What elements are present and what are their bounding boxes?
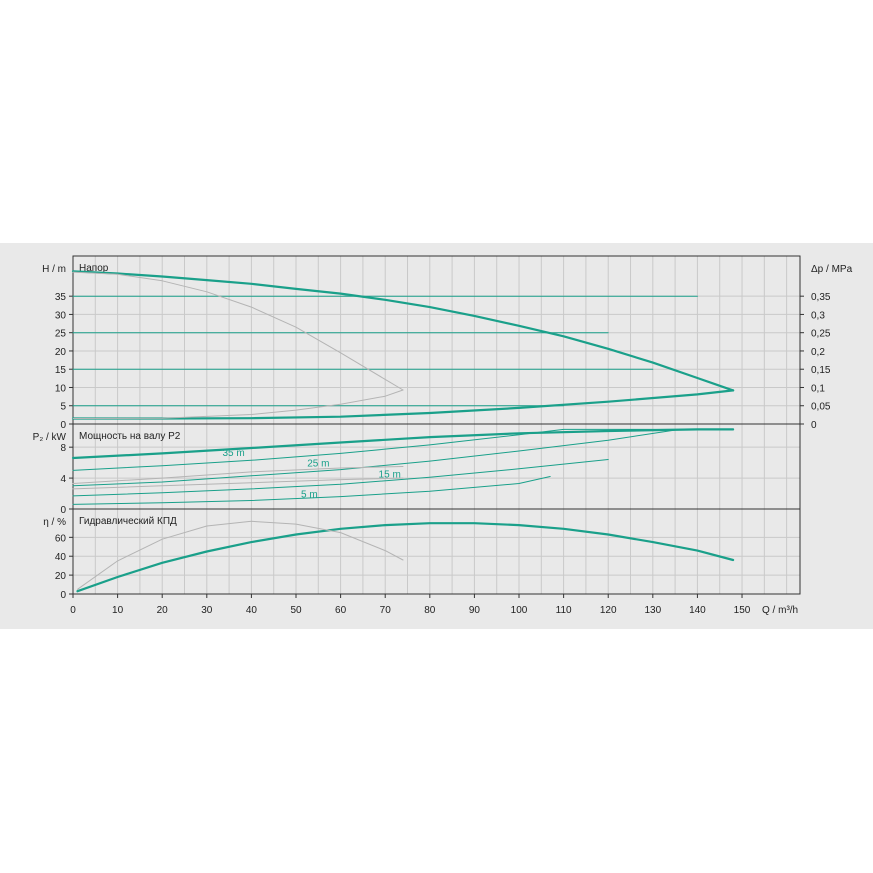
x-tick-label: 30 (201, 605, 213, 616)
x-tick-label: 80 (424, 605, 436, 616)
y-tick-label: 8 (60, 443, 66, 454)
x-tick-label: 40 (246, 605, 258, 616)
y-right-axis-label: Δp / MPa (811, 264, 853, 275)
curve-label: 35 m (222, 448, 244, 459)
y-tick-label: 30 (55, 310, 67, 321)
series-line-15m (72, 459, 609, 497)
x-tick-label: 60 (335, 605, 347, 616)
series-line-gray-lower (72, 389, 404, 419)
x-tick-label: 0 (70, 605, 76, 616)
x-tick-label: 50 (290, 605, 302, 616)
y-tick-label: 4 (60, 474, 66, 485)
y-tick-label: 35 (55, 292, 67, 303)
pump-performance-chart: 0 5 10 15 20 25 30 35 0 0,05 0,1 0,15 0,2 0,25 0,3 0,35… (33, 255, 853, 616)
y-right-tick-label: 0 (811, 420, 817, 431)
series-line-gray-lower (72, 477, 404, 490)
series-line-gray (77, 520, 404, 590)
y-tick-label: 0 (60, 420, 66, 431)
series-line-5m (72, 476, 551, 505)
y-right-tick-label: 0,2 (811, 347, 825, 358)
pump-curve-panel: 0 5 10 15 20 25 30 35 0 0,05 0,1 0,15 0,2 0,25 0,3 0,35… (0, 243, 873, 629)
curve-label: 25 m (307, 459, 329, 470)
y-tick-label: 0 (60, 505, 66, 516)
plot-frame (72, 508, 801, 595)
series-line-efficiency (76, 522, 735, 593)
curve-label: 5 m (301, 490, 318, 501)
y-axis-label: H / m (42, 264, 66, 275)
x-tick-label: 130 (644, 605, 661, 616)
y-right-tick-label: 0,15 (811, 365, 831, 376)
series-line-gray-upper (72, 271, 404, 391)
panel-title: Гидравлический КПД (79, 516, 177, 527)
chart-panel-2: 0 20 40 60 η / % Гидравлический КПД 0 10 20 30 40 5… (43, 508, 801, 616)
x-tick-label: 70 (380, 605, 392, 616)
x-tick-label: 20 (157, 605, 169, 616)
curve-label: 15 m (379, 469, 401, 480)
y-tick-label: 5 (60, 402, 66, 413)
y-right-tick-label: 0,25 (811, 329, 831, 340)
x-axis-label: Q / m³/h (762, 605, 798, 616)
series-line-max (71, 428, 735, 460)
series-line-min (71, 389, 735, 420)
y-axis-label: η / % (43, 517, 66, 528)
y-tick-label: 10 (55, 383, 67, 394)
y-tick-label: 40 (55, 552, 67, 563)
x-tick-label: 150 (734, 605, 751, 616)
y-right-tick-label: 0,05 (811, 402, 831, 413)
panel-title: Напор (79, 263, 109, 274)
y-right-tick-label: 0,1 (811, 383, 825, 394)
y-tick-label: 15 (55, 365, 67, 376)
x-tick-label: 120 (600, 605, 617, 616)
y-right-tick-label: 0,3 (811, 310, 825, 321)
y-tick-label: 20 (55, 347, 67, 358)
x-tick-label: 110 (556, 605, 572, 616)
x-tick-label: 140 (689, 605, 706, 616)
panel-title: Мощность на валу P2 (79, 431, 181, 442)
series-line-gray-upper (72, 466, 404, 484)
y-tick-label: 20 (55, 571, 67, 582)
y-axis-label: P₂ / kW (33, 432, 67, 443)
series-line-35m (72, 428, 734, 471)
y-right-tick-label: 0,35 (811, 292, 831, 303)
chart-panel-0: 0 5 10 15 20 25 30 35 0 0,05 0,1 0,15 0,2 0,25 0,3 0,35… (42, 255, 853, 431)
y-tick-label: 25 (55, 329, 67, 340)
plot-frame (72, 255, 801, 425)
y-tick-label: 0 (60, 590, 66, 601)
y-tick-label: 60 (55, 533, 67, 544)
x-tick-label: 10 (112, 605, 124, 616)
x-tick-label: 100 (511, 605, 528, 616)
series-line-max (71, 270, 735, 392)
series-line-25m (72, 428, 681, 487)
x-tick-label: 90 (469, 605, 481, 616)
chart-panel-1: 0 4 8P₂ / kW Мощность на валу P2 35 m 25 m 15 … (33, 423, 801, 516)
